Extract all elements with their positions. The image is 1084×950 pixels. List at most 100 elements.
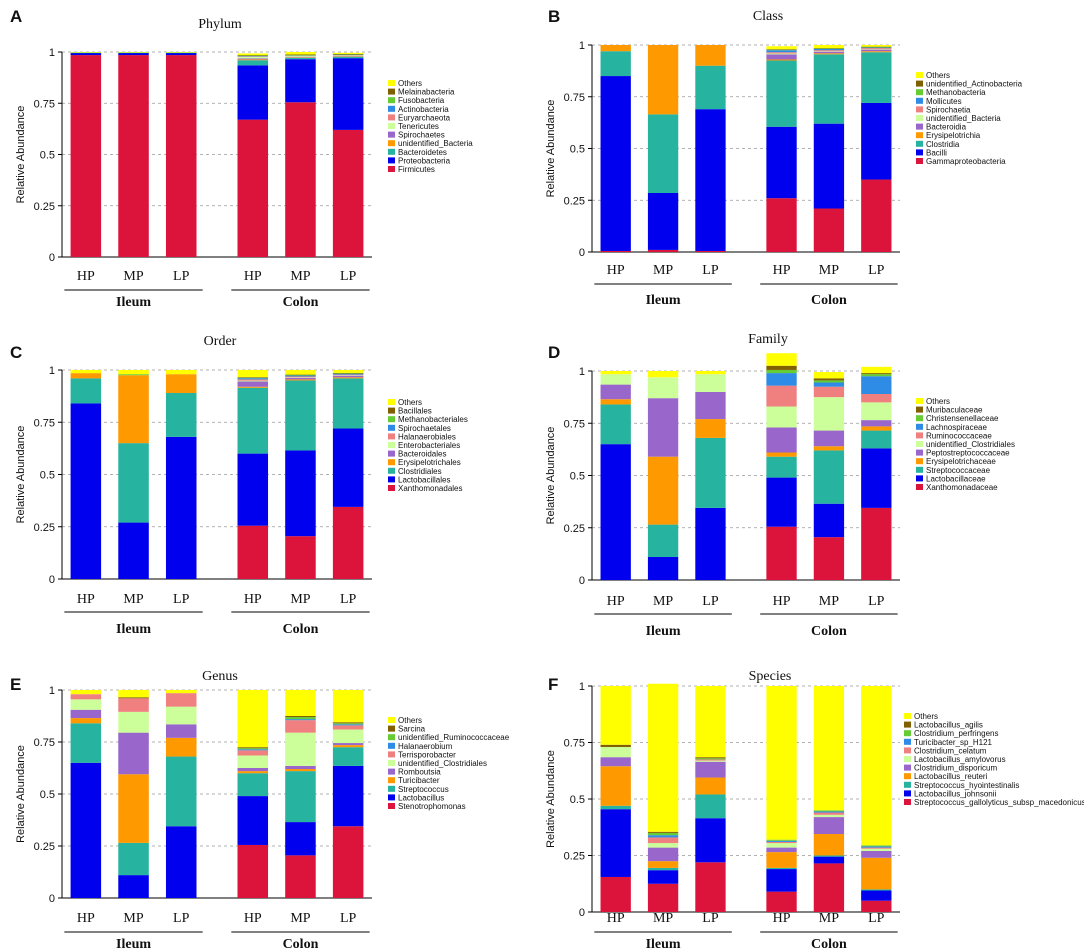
bar-segment-turicibacter_sp_h121 (766, 840, 797, 842)
bar-segment-streptococcus_gallolyticus_subsp_macedonicus (695, 862, 726, 912)
legend-label: Bacteroidales (398, 450, 446, 459)
bar-segment-clostridium_disporicum (813, 817, 845, 835)
category-label: MP (290, 269, 310, 284)
bar-segment-romboutsia (165, 724, 197, 738)
panel-letter: F (548, 675, 558, 694)
group-label: Colon (283, 622, 319, 637)
legend: Othersunidentified_ActinobacteriaMethano… (916, 71, 1023, 166)
bar-segment-xanthomonadales (237, 525, 269, 579)
bar-segment-streptococcus_hyointestinalis (600, 805, 631, 810)
bar-segment-lactobacillus_reuteri (695, 777, 726, 795)
category-label: HP (607, 263, 625, 278)
category-label: LP (173, 269, 190, 284)
bar-segment-others (813, 45, 845, 49)
bar-segment-proteobacteria (70, 53, 102, 56)
bar-segment-bacilli (600, 76, 631, 251)
bar-segment-erysipelotrichales (237, 386, 269, 388)
bar-segment-melainabacteria (285, 54, 316, 55)
y-tick-label: 0.75 (34, 417, 55, 429)
bar-segment-others (165, 690, 197, 694)
bar-segment-unidentified_clostridiales (332, 729, 364, 744)
bar-segment-bacteroidales (285, 377, 316, 380)
bar-segment-clostridium_celatum (766, 841, 797, 844)
bar-segment-clostridium_perfringens (861, 845, 892, 847)
legend-swatch (916, 80, 923, 87)
legend-label: Clostridium_celatum (914, 746, 987, 755)
bar-segment-clostridium_perfringens (813, 810, 845, 812)
legend-label: Halanaerobiales (398, 432, 456, 441)
bar-segment-terrisporobacter (332, 725, 364, 730)
bar-segment-lactobacillales (237, 453, 269, 526)
bar-segment-gammaproteobacteria (600, 250, 631, 252)
category-label: LP (868, 263, 885, 278)
bar-segment-others (861, 366, 892, 374)
bar-segment-xanthomonadaceae (813, 537, 845, 580)
y-axis-label: Relative Abundance (545, 100, 557, 198)
bar-segment-erysipelotrichia (647, 45, 679, 115)
bar-segment-unidentified_clostridiales (766, 406, 797, 428)
bar-segment-tenericutes (285, 55, 316, 57)
bar-segment-clostridiales (332, 378, 364, 429)
y-axis-label: Relative Abundance (545, 427, 557, 525)
bar-segment-unidentified_ruminococcaceae (237, 748, 269, 750)
bar-segment-others (861, 686, 892, 846)
bar-segment-spirochaetales (237, 378, 269, 380)
bar-segment-streptococcus (285, 771, 316, 823)
legend-swatch (916, 406, 923, 413)
bar-segment-streptococcus (332, 747, 364, 766)
bar-segment-lachnospiraceae (766, 373, 797, 386)
bar-segment-streptococcus_gallolyticus_subsp_macedonicus (766, 891, 797, 912)
bar-segment-spirochaetes (332, 55, 364, 57)
bar-segment-christensenellaceae (766, 369, 797, 374)
category-label: MP (653, 911, 673, 926)
legend-label: Others (398, 79, 422, 88)
category-label: MP (290, 911, 310, 926)
bar-segment-unidentified_bacteria (766, 53, 797, 55)
bar-segment-others (70, 370, 102, 374)
bar-segment-others (861, 45, 892, 47)
bar-segment-spirochaetia (813, 50, 845, 52)
bar-segment-others (332, 370, 364, 373)
bar-segment-bacteroidia (861, 49, 892, 52)
y-axis-label: Relative Abundance (15, 745, 27, 843)
legend-label: Others (926, 397, 950, 406)
bar-segment-others (165, 370, 197, 375)
bar-segment-sarcina (118, 697, 149, 699)
legend-swatch (388, 131, 395, 138)
legend: OthersMelainabacteriaFusobacteriaActinob… (388, 79, 473, 174)
bar-segment-unidentified_clostridiales (237, 755, 269, 768)
bar-segment-unidentified_actinobacteria (813, 48, 845, 49)
bar-segment-bacteroidetes (70, 52, 102, 54)
bar-segment-proteobacteria (285, 59, 316, 103)
legend-label: Firmicutes (398, 165, 435, 174)
legend-swatch (916, 415, 923, 422)
bar-segment-firmicutes (332, 129, 364, 257)
legend-swatch (388, 785, 395, 792)
bar-segment-streptococcus_hyointestinalis (861, 889, 892, 891)
group-label: Ileum (646, 624, 681, 639)
bar-segment-bacilli (695, 109, 726, 251)
bar-segment-clostridium_celatum (861, 847, 892, 849)
bar-segment-erysipelotrichaceae (695, 419, 726, 438)
bar-segment-lactobacillaceae (695, 507, 726, 580)
legend-label: Spirochaetales (398, 424, 451, 433)
bar-segment-sarcina (237, 747, 269, 749)
bar-segment-unidentified_clostridiales (285, 732, 316, 766)
bar-segment-terrisporobacter (118, 698, 149, 712)
bar-segment-lactobacillales (70, 403, 102, 579)
bar-segment-gammaproteobacteria (766, 198, 797, 252)
bar-segment-streptococcus (165, 756, 197, 827)
bar-segment-melainabacteria (237, 55, 269, 56)
legend-swatch (388, 476, 395, 483)
y-tick-label: 0 (49, 893, 55, 905)
chart-title: Genus (202, 669, 238, 684)
bar-segment-erysipelotrichia (766, 59, 797, 61)
bar-segment-xanthomonadaceae (861, 507, 892, 580)
bar-segment-unidentified_clostridiales (695, 374, 726, 392)
bar-segment-stenotrophomonas (332, 826, 364, 898)
bar-segment-gammaproteobacteria (861, 179, 892, 252)
bar-segment-others (813, 372, 845, 379)
bar-segment-firmicutes (165, 55, 197, 258)
bar-segment-lactobacillus_amylovorus (695, 760, 726, 762)
bar-segment-lactobacillus (237, 796, 269, 845)
